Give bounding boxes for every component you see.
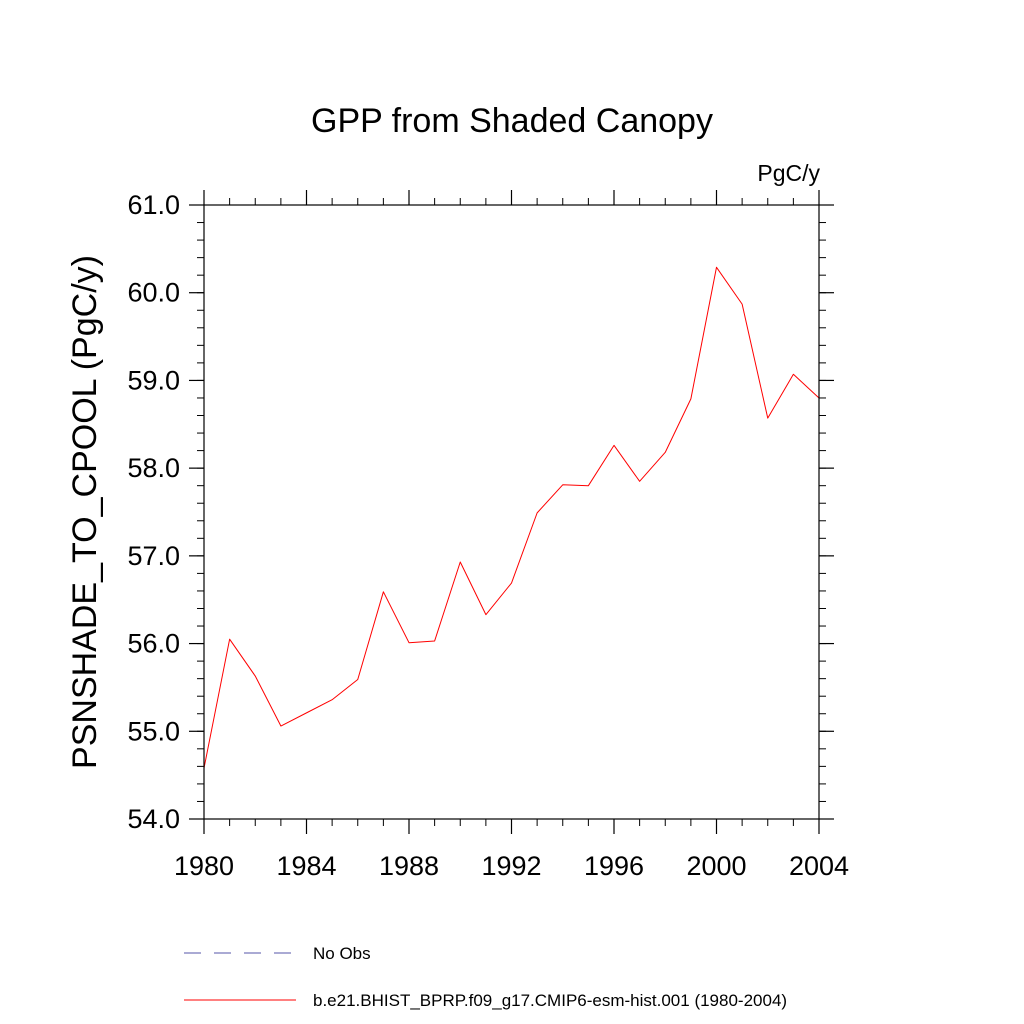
legend-label-no-obs: No Obs — [313, 944, 371, 963]
y-tick-label: 58.0 — [127, 453, 180, 483]
x-tick-label: 1988 — [379, 851, 439, 881]
x-tick-label: 1996 — [584, 851, 644, 881]
axis-tick-labels: 1980 1984 1988 1992 1996 2000 2004 54.0 55.0 56.0… — [127, 190, 849, 881]
y-tick-label: 57.0 — [127, 541, 180, 571]
series-line — [203, 266, 820, 769]
axis-ticks — [189, 190, 834, 834]
legend: No Obs b.e21.BHIST_BPRP.f09_g17.CMIP6-es… — [184, 944, 787, 1010]
y-tick-label: 55.0 — [127, 716, 180, 746]
units-label: PgC/y — [757, 160, 820, 186]
series-lines — [203, 266, 820, 769]
y-tick-label: 60.0 — [127, 278, 180, 308]
y-tick-label: 56.0 — [127, 629, 180, 659]
x-tick-label: 1992 — [481, 851, 541, 881]
x-tick-label: 2004 — [789, 851, 849, 881]
y-axis-label: PSNSHADE_TO_CPOOL (PgC/y) — [66, 255, 104, 769]
x-tick-label: 1984 — [276, 851, 336, 881]
chart-title: GPP from Shaded Canopy — [311, 102, 713, 140]
plot-frame — [203, 204, 820, 820]
legend-label-model: b.e21.BHIST_BPRP.f09_g17.CMIP6-esm-hist.… — [313, 991, 787, 1010]
x-tick-label: 2000 — [686, 851, 746, 881]
y-tick-label: 61.0 — [127, 190, 180, 220]
x-tick-label: 1980 — [174, 851, 234, 881]
y-tick-label: 54.0 — [127, 804, 180, 834]
y-tick-label: 59.0 — [127, 365, 180, 395]
